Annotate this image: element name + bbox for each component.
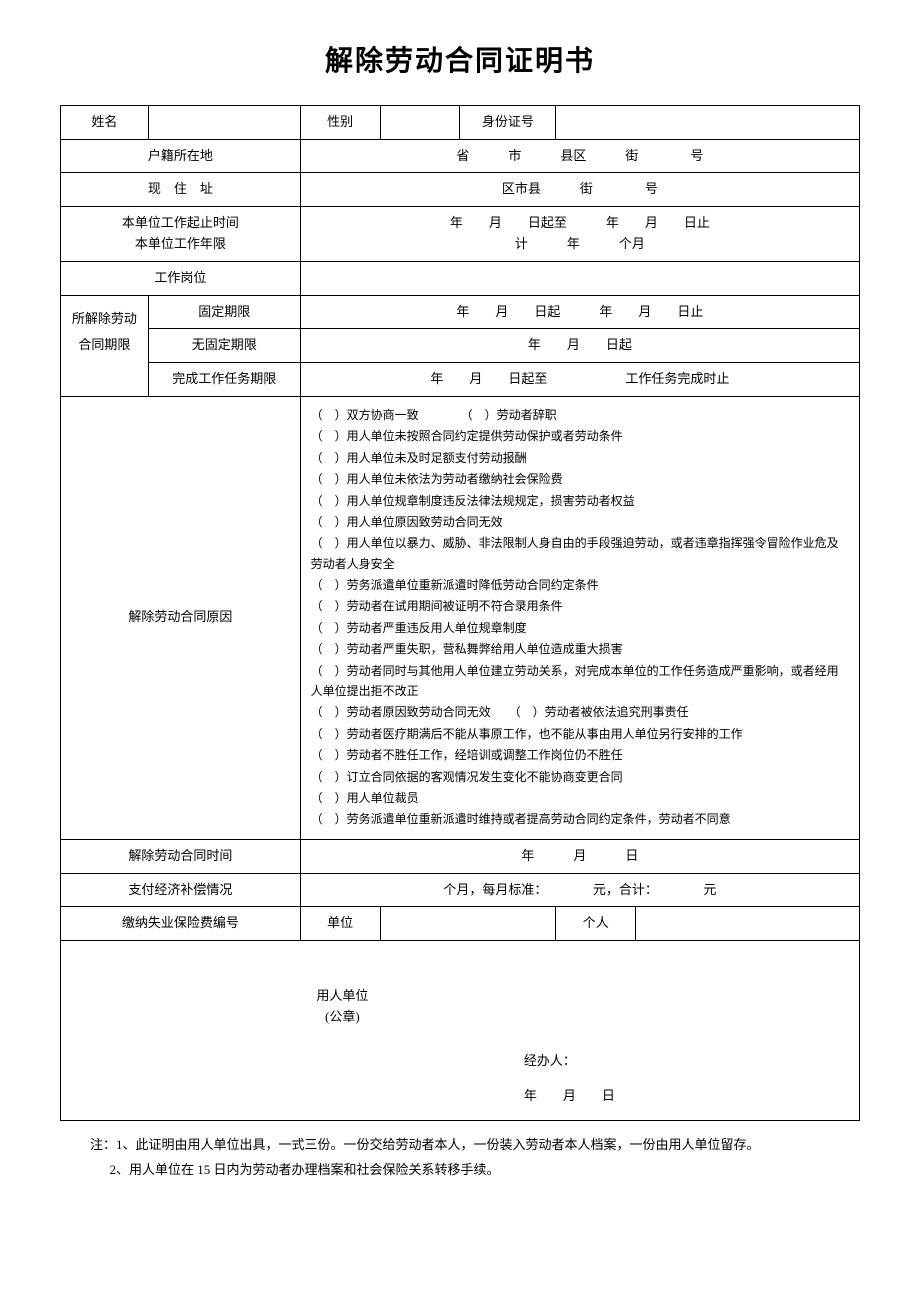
note-2: 2、用人单位在 15 日内为劳动者办理档案和社会保险关系转移手续。 (90, 1158, 860, 1183)
label-insurance-no: 缴纳失业保险费编号 (61, 907, 301, 941)
value-task-term: 年 月 日起至 工作任务完成时止 (300, 363, 859, 397)
reason-item: （ ）用人单位未及时足额支付劳动报酬 (311, 448, 849, 468)
label-task-term: 完成工作任务期限 (148, 363, 300, 397)
note-prefix: 注： (90, 1137, 116, 1152)
value-post (300, 261, 859, 295)
value-terminate-date: 年 月 日 (300, 839, 859, 873)
value-idno (556, 105, 860, 139)
reason-item: （ ）用人单位原因致劳动合同无效 (311, 512, 849, 532)
label-seal: (公章) (316, 1007, 368, 1028)
label-fixed-term: 固定期限 (148, 295, 300, 329)
reason-item: （ ）劳务派遣单位重新派遣时维持或者提高劳动合同约定条件，劳动者不同意 (311, 809, 849, 829)
reason-item: （ ）用人单位未按照合同约定提供劳动保护或者劳动条件 (311, 426, 849, 446)
reason-item: （ ）劳动者严重违反用人单位规章制度 (311, 618, 849, 638)
label-unit: 单位 (300, 907, 380, 941)
label-gender: 性别 (300, 105, 380, 139)
notes: 注：1、此证明由用人单位出具，一式三份。一份交给劳动者本人，一份装入劳动者本人档… (60, 1133, 860, 1182)
form-table: 姓名 性别 身份证号 户籍所在地 省 市 县区 街 号 现 住 址 区市县 街 … (60, 105, 860, 1121)
label-idno: 身份证号 (460, 105, 556, 139)
value-work-period-text: 年 月 日起至 年 月 日止 (309, 213, 851, 234)
label-contract-period: 所解除劳动合同期限 (61, 295, 149, 396)
reason-item: （ ）劳动者原因致劳动合同无效 （ ）劳动者被依法追究刑事责任 (311, 702, 849, 722)
reason-item: （ ）劳动者严重失职，营私舞弊给用人单位造成重大损害 (311, 639, 849, 659)
reason-item: （ ）劳务派遣单位重新派遣时降低劳动合同约定条件 (311, 575, 849, 595)
reason-item: （ ）劳动者在试用期间被证明不符合录用条件 (311, 596, 849, 616)
value-no-fixed-term: 年 月 日起 (300, 329, 859, 363)
stamp-date: 年 月 日 (524, 1086, 615, 1107)
label-post: 工作岗位 (61, 261, 301, 295)
label-name: 姓名 (61, 105, 149, 139)
label-address: 现 住 址 (61, 173, 301, 207)
value-compensation: 个月，每月标准： 元，合计： 元 (300, 873, 859, 907)
note-1: 注：1、此证明由用人单位出具，一式三份。一份交给劳动者本人，一份装入劳动者本人档… (90, 1133, 860, 1158)
value-work-years-text: 计 年 个月 (309, 234, 851, 255)
value-name (148, 105, 300, 139)
value-fixed-term: 年 月 日起 年 月 日止 (300, 295, 859, 329)
reason-item: （ ）劳动者不胜任工作，经培训或调整工作岗位仍不胜任 (311, 745, 849, 765)
label-terminate-date: 解除劳动合同时间 (61, 839, 301, 873)
reason-item: （ ）用人单位裁员 (311, 788, 849, 808)
reason-item: （ ）双方协商一致 （ ）劳动者辞职 (311, 405, 849, 425)
value-work-period: 年 月 日起至 年 月 日止 计 年 个月 (300, 207, 859, 262)
value-address: 区市县 街 号 (300, 173, 859, 207)
value-gender (380, 105, 460, 139)
label-work-period: 本单位工作起止时间 本单位工作年限 (61, 207, 301, 262)
label-hukou: 户籍所在地 (61, 139, 301, 173)
note-1-text: 1、此证明由用人单位出具，一式三份。一份交给劳动者本人，一份装入劳动者本人档案，… (116, 1137, 760, 1152)
reason-item: （ ）劳动者医疗期满后不能从事原工作，也不能从事由用人单位另行安排的工作 (311, 724, 849, 744)
reason-item: （ ）订立合同依据的客观情况发生变化不能协商变更合同 (311, 767, 849, 787)
label-compensation: 支付经济补偿情况 (61, 873, 301, 907)
label-person: 个人 (556, 907, 636, 941)
employer-seal: 用人单位 (公章) (316, 986, 368, 1028)
reasons-cell: （ ）双方协商一致 （ ）劳动者辞职 （ ）用人单位未按照合同约定提供劳动保护或… (300, 396, 859, 839)
label-work-years-text: 本单位工作年限 (69, 234, 292, 255)
label-work-period-text: 本单位工作起止时间 (69, 213, 292, 234)
reason-item: （ ）用人单位未依法为劳动者缴纳社会保险费 (311, 469, 849, 489)
value-person-no (636, 907, 860, 941)
reason-item: （ ）用人单位以暴力、威胁、非法限制人身自由的手段强迫劳动，或者违章指挥强令冒险… (311, 533, 849, 574)
label-no-fixed-term: 无固定期限 (148, 329, 300, 363)
reason-item: （ ）用人单位规章制度违反法律法规规定，损害劳动者权益 (311, 491, 849, 511)
stamp-area: 用人单位 (公章) 经办人： 年 月 日 (61, 941, 860, 1121)
label-handler: 经办人： (524, 1051, 576, 1072)
value-unit-no (380, 907, 556, 941)
label-employer: 用人单位 (316, 986, 368, 1007)
value-hukou: 省 市 县区 街 号 (300, 139, 859, 173)
label-reason: 解除劳动合同原因 (61, 396, 301, 839)
document-title: 解除劳动合同证明书 (60, 40, 860, 85)
reason-item: （ ）劳动者同时与其他用人单位建立劳动关系，对完成本单位的工作任务造成严重影响，… (311, 661, 849, 702)
